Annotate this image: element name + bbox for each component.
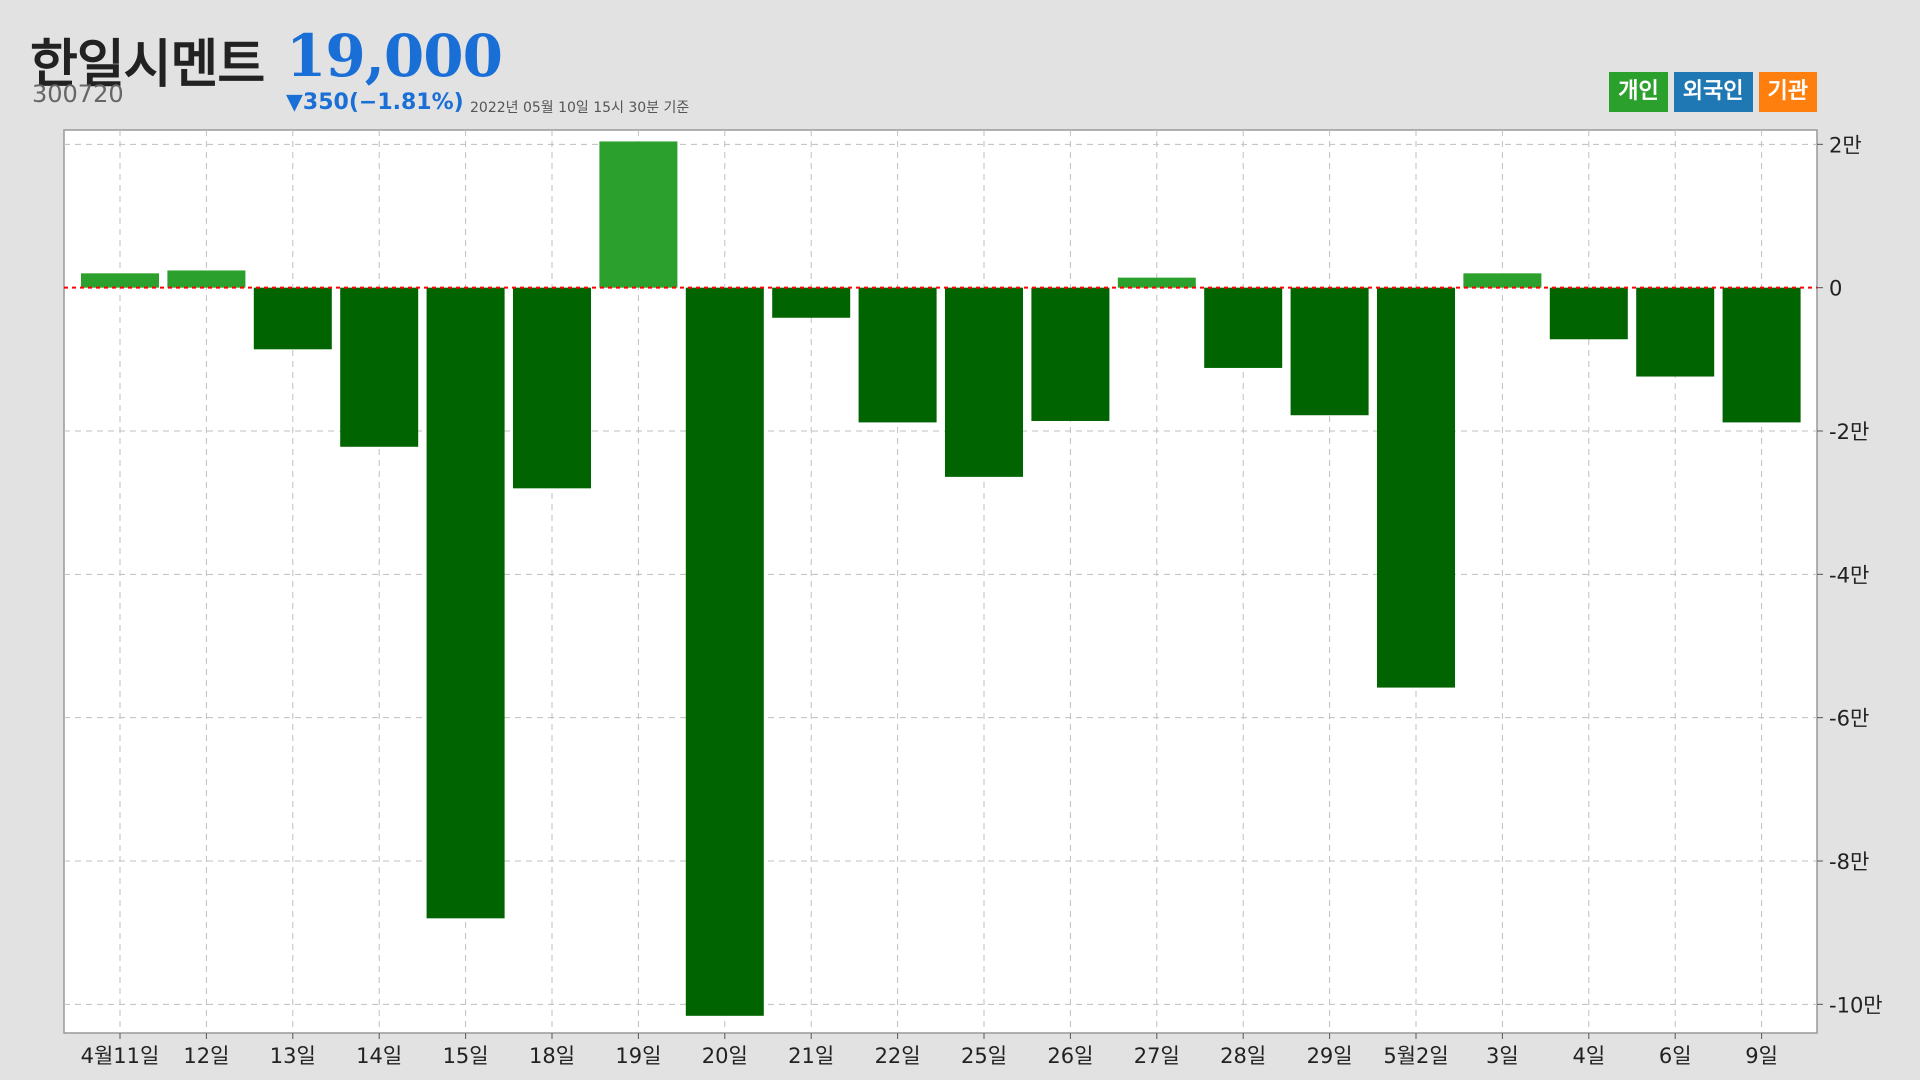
bar-14일[interactable] bbox=[340, 287, 419, 447]
x-tick-label: 20일 bbox=[702, 1044, 748, 1068]
x-tick-label: 15일 bbox=[443, 1044, 489, 1068]
bar-21일[interactable] bbox=[772, 287, 851, 318]
x-tick-label: 25일 bbox=[961, 1044, 1007, 1068]
x-tick-label: 27일 bbox=[1134, 1044, 1180, 1068]
bar-27일[interactable] bbox=[1117, 277, 1196, 288]
x-tick-label: 4월11일 bbox=[81, 1044, 160, 1068]
bar-4일[interactable] bbox=[1549, 287, 1628, 340]
x-tick-label: 22일 bbox=[875, 1044, 921, 1068]
bar-15일[interactable] bbox=[426, 287, 505, 919]
bar-18일[interactable] bbox=[513, 287, 591, 489]
x-tick-label: 4일 bbox=[1572, 1044, 1605, 1068]
stock-code: 300720 bbox=[32, 80, 124, 108]
x-tick-label: 13일 bbox=[270, 1044, 316, 1068]
legend-item-individual[interactable]: 개인 bbox=[1609, 72, 1668, 112]
bar-26일[interactable] bbox=[1031, 287, 1110, 421]
x-tick-label: 21일 bbox=[788, 1044, 834, 1068]
x-tick-label: 26일 bbox=[1047, 1044, 1093, 1068]
stock-price: 19,000 bbox=[286, 22, 503, 90]
y-tick-label: -8만 bbox=[1829, 850, 1869, 874]
plot-area bbox=[63, 129, 1818, 1034]
bar-19일[interactable] bbox=[599, 141, 678, 288]
bar-25일[interactable] bbox=[945, 287, 1023, 477]
x-tick-label: 19일 bbox=[615, 1044, 661, 1068]
bar-4월11일[interactable] bbox=[81, 273, 159, 288]
bar-20일[interactable] bbox=[685, 287, 764, 1016]
price-change: ▼350(−1.81%) bbox=[286, 90, 464, 115]
legend-item-institution[interactable]: 기관 bbox=[1758, 72, 1817, 112]
as-of-timestamp: 2022년 05월 10일 15시 30분 기준 bbox=[470, 100, 690, 116]
bar-3일[interactable] bbox=[1463, 273, 1542, 288]
bar-12일[interactable] bbox=[167, 270, 246, 288]
x-tick-label: 9일 bbox=[1745, 1044, 1778, 1068]
x-tick-label: 28일 bbox=[1220, 1044, 1266, 1068]
x-tick-label: 3일 bbox=[1486, 1044, 1519, 1068]
y-tick-label: 2만 bbox=[1829, 133, 1862, 157]
y-tick-label: -2만 bbox=[1829, 420, 1869, 444]
y-tick-label: 0 bbox=[1829, 277, 1842, 301]
y-tick-label: -4만 bbox=[1829, 563, 1869, 587]
y-tick-label: -10만 bbox=[1829, 993, 1883, 1017]
x-tick-label: 18일 bbox=[529, 1044, 575, 1068]
bar-13일[interactable] bbox=[253, 287, 332, 350]
stock-name: 한일시멘트 bbox=[30, 35, 265, 95]
legend-item-foreign[interactable]: 외국인 bbox=[1673, 72, 1753, 112]
bar-6일[interactable] bbox=[1636, 287, 1715, 377]
x-tick-label: 29일 bbox=[1307, 1044, 1353, 1068]
bar-9일[interactable] bbox=[1722, 287, 1801, 423]
x-tick-label: 5월2일 bbox=[1383, 1044, 1448, 1068]
bar-22일[interactable] bbox=[858, 287, 937, 423]
bar-28일[interactable] bbox=[1204, 287, 1283, 368]
x-tick-label: 12일 bbox=[183, 1044, 229, 1068]
bar-29일[interactable] bbox=[1290, 287, 1369, 416]
x-tick-label: 6일 bbox=[1659, 1044, 1692, 1068]
legend: 개인 외국인 기관 bbox=[1609, 72, 1817, 112]
x-tick-label: 14일 bbox=[356, 1044, 402, 1068]
bar-5월2일[interactable] bbox=[1377, 287, 1455, 688]
y-tick-label: -6만 bbox=[1829, 707, 1869, 731]
